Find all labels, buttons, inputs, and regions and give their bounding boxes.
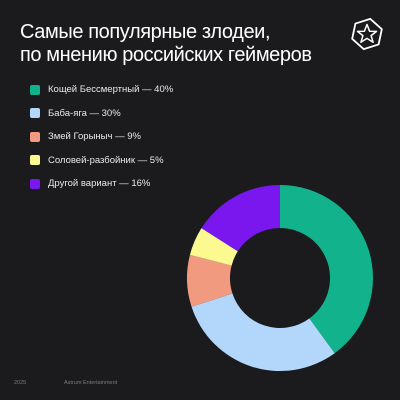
legend-item: Змей Горыныч — 9%	[30, 131, 173, 142]
legend-swatch	[30, 155, 40, 165]
legend-swatch	[30, 108, 40, 118]
donut-slice	[189, 228, 238, 266]
chart-title-line-2: по мнению российских геймеров	[20, 44, 312, 66]
donut-slice	[201, 185, 280, 252]
legend-label: Баба-яга — 30%	[48, 107, 121, 119]
legend-item: Другой вариант — 16%	[30, 178, 173, 189]
chart-legend: Кощей Бессмертный — 40% Баба-яга — 30% З…	[30, 84, 173, 202]
legend-item: Кощей Бессмертный — 40%	[30, 84, 173, 95]
legend-swatch	[30, 84, 40, 95]
legend-swatch	[30, 178, 40, 189]
legend-swatch	[30, 131, 40, 142]
chart-title-line-1: Самые популярные злодеи,	[20, 21, 271, 43]
donut-chart	[187, 185, 374, 371]
donut-slice	[280, 185, 374, 354]
footer-year: 2025	[14, 380, 27, 386]
legend-item: Баба-яга — 30%	[30, 108, 173, 119]
legend-label: Другой вариант — 16%	[48, 178, 151, 189]
legend-label: Соловей-разбойник — 5%	[48, 154, 164, 166]
chart-title: Самые популярные злодеи, по мнению росси…	[20, 21, 340, 67]
star-badge-icon	[351, 17, 383, 51]
footer-company: Astrum Entertainment	[64, 380, 118, 386]
donut-slice	[187, 254, 233, 307]
legend-label: Змей Горыныч — 9%	[48, 131, 141, 142]
legend-label: Кощей Бессмертный — 40%	[48, 84, 174, 95]
legend-item: Соловей-разбойник — 5%	[30, 155, 173, 166]
donut-slice	[191, 293, 335, 371]
